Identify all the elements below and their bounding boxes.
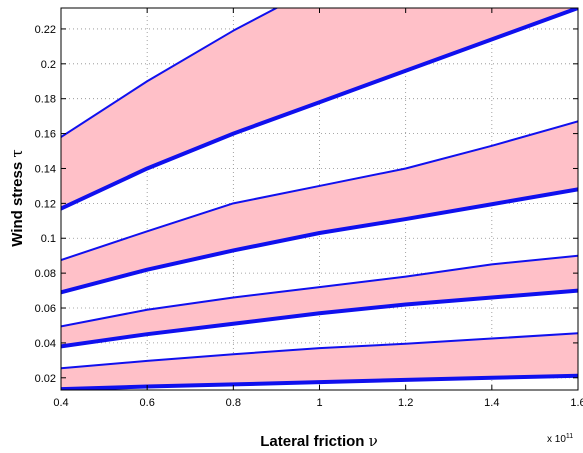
y-tick-label: 0.22 <box>35 24 56 36</box>
band-2-area <box>61 255 578 347</box>
x-tick-label: 1.6 <box>570 397 583 409</box>
y-tick-label: 0.16 <box>35 129 56 141</box>
band-3-lower-line <box>61 187 578 295</box>
y-tick-label: 0.14 <box>35 163 56 175</box>
band-1-upper-line <box>61 332 578 370</box>
band-2-upper-line <box>61 254 578 328</box>
x-tick-label: 0.8 <box>226 397 241 409</box>
y-axis-label-text: Wind stress <box>9 162 26 247</box>
y-axis-symbol: τ <box>8 149 26 157</box>
y-tick-label: 0.06 <box>35 303 56 315</box>
band-4-area <box>61 8 578 209</box>
y-tick-label: 0.08 <box>35 268 56 280</box>
x-tick-label: 1.4 <box>484 397 499 409</box>
x-tick-label: 1.2 <box>398 397 413 409</box>
x-multiplier-exponent: 11 <box>566 433 573 440</box>
y-tick-label: 0.18 <box>35 94 56 106</box>
band-3-upper-line <box>61 120 578 262</box>
boundary-lines <box>61 8 578 390</box>
x-axis-title: Lateral friction ν <box>260 432 377 450</box>
x-tick-label: 1 <box>316 397 322 409</box>
y-tick-label: 0.04 <box>35 338 56 350</box>
x-axis-symbol: ν <box>369 432 378 450</box>
band-2-lower-line <box>61 288 578 349</box>
x-tick-label: 0.6 <box>140 397 155 409</box>
uncertainty-bands <box>61 8 578 390</box>
band-4-upper-line <box>61 8 279 139</box>
band-1-area <box>61 333 578 390</box>
x-multiplier-base: x 10 <box>547 434 566 445</box>
band-3-area <box>61 121 578 293</box>
band-4-lower-line <box>61 8 578 211</box>
axis-ticks: 0.4 0.6 0.8 1 1.2 1.4 1.6 0.02 0.04 0.06 0.08 0.1 0.… <box>35 8 583 409</box>
y-tick-label: 0.12 <box>35 198 56 210</box>
x-tick-label: 0.4 <box>53 397 68 409</box>
y-tick-label: 0.2 <box>41 59 56 71</box>
y-tick-label: 0.1 <box>41 233 56 245</box>
x-axis-label-text: Lateral friction <box>260 433 364 450</box>
y-axis-title: Wind stress τ <box>8 149 26 246</box>
x-axis-multiplier: x 1011 <box>547 433 573 445</box>
y-tick-label: 0.02 <box>35 373 56 385</box>
